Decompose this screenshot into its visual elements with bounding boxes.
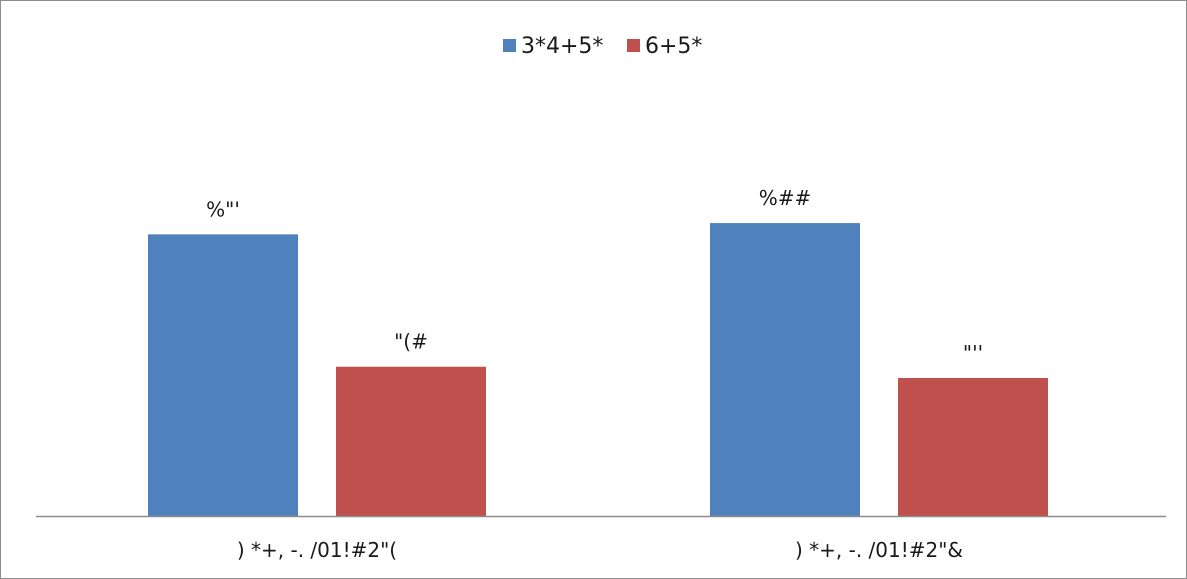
data-label-1-2: %##	[759, 186, 812, 210]
category-label-1: ) *+, -. /01!#2"(	[237, 538, 397, 562]
category-labels: ) *+, -. /01!#2"( ) *+, -. /01!#2"&	[237, 538, 963, 562]
bars	[148, 223, 1048, 516]
legend-swatch-2	[627, 39, 640, 52]
legend: 3*4+5* 6+5*	[503, 34, 702, 59]
bar-1-1	[148, 234, 298, 516]
bar-2-2	[898, 377, 1048, 516]
bar-2-1	[336, 366, 486, 516]
category-label-2: ) *+, -. /01!#2"&	[795, 538, 963, 562]
legend-label-2: 6+5*	[645, 34, 702, 59]
legend-swatch-1	[503, 39, 516, 52]
data-label-2-1: "(#	[394, 330, 428, 354]
data-label-2-2: "''	[963, 341, 983, 365]
legend-label-1: 3*4+5*	[521, 34, 603, 59]
data-labels: %"' "(# %## "''	[206, 186, 983, 365]
data-label-1-1: %"'	[206, 197, 240, 221]
bar-1-2	[710, 223, 860, 516]
